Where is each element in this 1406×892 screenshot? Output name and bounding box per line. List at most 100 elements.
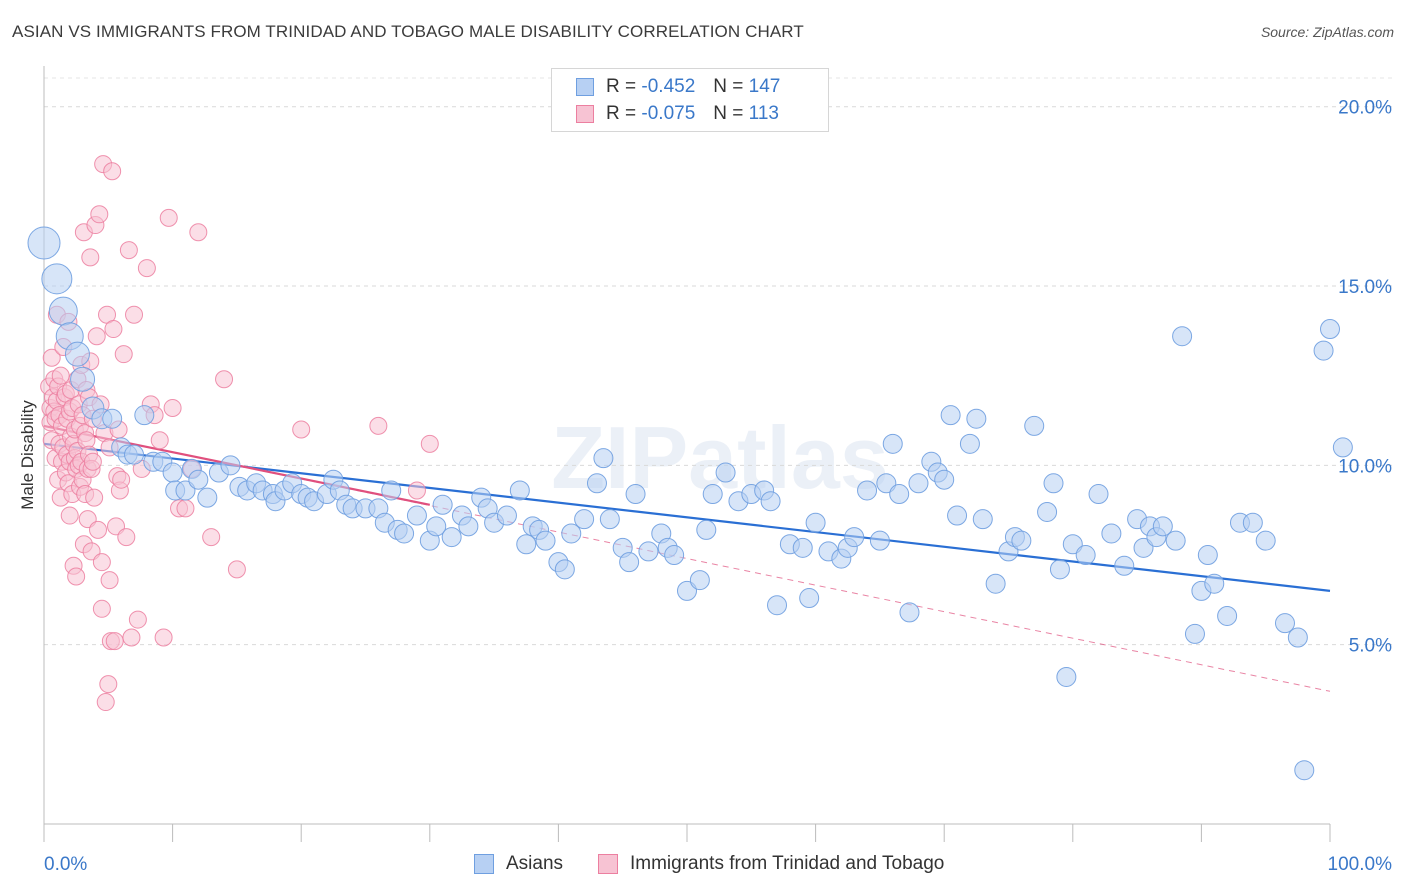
trinidad-point bbox=[51, 366, 70, 385]
asian-point bbox=[1217, 605, 1238, 626]
asian-point bbox=[1011, 530, 1032, 551]
asian-point bbox=[1101, 523, 1122, 544]
bottom-legend-asian: Asians bbox=[474, 852, 563, 876]
trinidad-point bbox=[92, 553, 111, 572]
asian-point bbox=[102, 408, 123, 429]
asian-point bbox=[882, 433, 903, 454]
asian-point bbox=[959, 433, 980, 454]
asian-point bbox=[458, 516, 479, 537]
asian-point bbox=[1320, 319, 1340, 340]
trinidad-point bbox=[369, 416, 388, 435]
trinidad-swatch bbox=[576, 105, 594, 123]
asian-point bbox=[767, 595, 788, 616]
legend-n-label: N = bbox=[713, 76, 744, 97]
asian-point bbox=[619, 552, 640, 573]
legend-n-value: 147 bbox=[748, 76, 781, 97]
trinidad-point bbox=[112, 470, 131, 489]
asian-point bbox=[947, 505, 968, 526]
asian-point bbox=[715, 462, 736, 483]
asian-point bbox=[162, 462, 183, 483]
asian-point bbox=[689, 570, 710, 591]
asian-swatch bbox=[576, 78, 594, 96]
asian-point bbox=[760, 491, 781, 512]
trinidad-point bbox=[407, 481, 426, 500]
trinidad-point bbox=[137, 259, 156, 278]
trinidad-point bbox=[420, 434, 439, 453]
y-tick-label: 10.0% bbox=[1338, 456, 1392, 477]
trinidad-point bbox=[176, 499, 195, 518]
asian-point bbox=[1197, 545, 1218, 566]
trinidad-point bbox=[89, 520, 108, 539]
trinidad-point bbox=[90, 205, 109, 224]
trinidad-point bbox=[125, 305, 144, 324]
trinidad-point bbox=[202, 528, 221, 547]
trinidad-point bbox=[163, 398, 182, 417]
y-tick-labels: 5.0% 10.0% 15.0% 20.0% bbox=[1338, 98, 1392, 657]
trinidad-point bbox=[99, 675, 118, 694]
trinidad-trend-extended bbox=[43, 425, 1331, 692]
asian-point bbox=[1287, 627, 1308, 648]
trinidad-point bbox=[81, 248, 100, 267]
asian-point bbox=[1172, 326, 1193, 347]
asian-point bbox=[64, 341, 90, 367]
asian-point bbox=[805, 512, 826, 533]
trinidad-point bbox=[103, 162, 122, 181]
asian-point bbox=[197, 487, 218, 508]
asian-point bbox=[1133, 537, 1154, 558]
bottom-legend-trinidad-label: Immigrants from Trinidad and Tobago bbox=[630, 853, 945, 874]
bottom-legend-trinidad: Immigrants from Trinidad and Tobago bbox=[598, 852, 944, 876]
asian-point bbox=[516, 534, 537, 555]
asian-point bbox=[1165, 530, 1186, 551]
asian-point bbox=[1075, 545, 1096, 566]
trinidad-point bbox=[87, 327, 106, 346]
asian-point bbox=[985, 573, 1006, 594]
asian-point bbox=[1037, 501, 1058, 522]
trinidad-point bbox=[100, 571, 119, 590]
asian-point bbox=[972, 509, 993, 530]
asian-point bbox=[934, 469, 955, 490]
asian-point bbox=[586, 473, 607, 494]
trinidad-swatch bbox=[598, 854, 618, 874]
asian-point bbox=[554, 559, 575, 580]
asian-point bbox=[889, 484, 910, 505]
trinidad-point bbox=[117, 528, 136, 547]
trinidad-point bbox=[119, 241, 138, 260]
asian-point bbox=[799, 588, 820, 609]
trinidad-point bbox=[114, 345, 133, 364]
trinidad-point bbox=[85, 488, 104, 507]
asian-point bbox=[696, 519, 717, 540]
x-tick-label: 0.0% bbox=[44, 854, 87, 875]
asian-point bbox=[1204, 573, 1225, 594]
asian-point bbox=[869, 530, 890, 551]
asian-point bbox=[940, 405, 961, 426]
bottom-legend-asian-label: Asians bbox=[506, 853, 564, 874]
asian-point bbox=[593, 448, 614, 469]
asian-point bbox=[1152, 516, 1173, 537]
trinidad-point bbox=[150, 431, 169, 450]
correlation-legend: R = -0.452 N = 147 R = -0.075 N = 113 bbox=[551, 68, 829, 132]
trinidad-points bbox=[40, 155, 439, 712]
asian-point bbox=[876, 473, 897, 494]
legend-r-value: -0.452 bbox=[641, 76, 696, 97]
asian-point bbox=[188, 469, 209, 490]
asian-point bbox=[1024, 415, 1045, 436]
asian-point bbox=[1294, 760, 1315, 781]
chart-source: Source: ZipAtlas.com bbox=[1260, 24, 1394, 40]
trinidad-point bbox=[104, 320, 123, 339]
asian-point bbox=[966, 408, 987, 429]
asian-point bbox=[625, 484, 646, 505]
asian-point bbox=[899, 602, 920, 623]
trinidad-point bbox=[92, 599, 111, 618]
asian-point bbox=[677, 580, 697, 601]
trinidad-point bbox=[67, 567, 86, 586]
asian-point bbox=[599, 509, 620, 530]
trinidad-point bbox=[96, 693, 115, 712]
y-axis-label: Male Disability bbox=[18, 400, 37, 510]
asian-point bbox=[41, 263, 73, 295]
asian-point bbox=[1242, 512, 1263, 533]
trinidad-point bbox=[292, 420, 311, 439]
asian-point bbox=[561, 523, 582, 544]
trinidad-point bbox=[154, 628, 173, 647]
y-tick-label: 15.0% bbox=[1338, 277, 1392, 298]
